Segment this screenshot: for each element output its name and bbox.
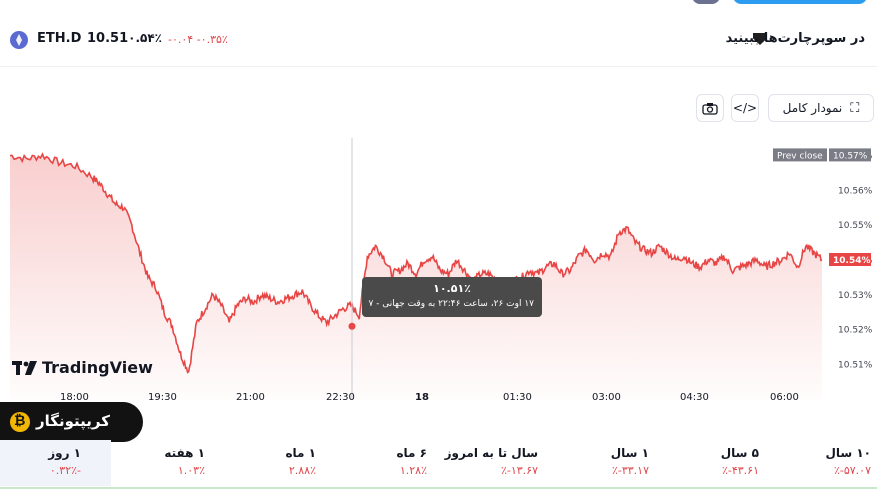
divider	[0, 66, 877, 67]
period-6m[interactable]: ۶ ماه ۱.۲۸٪	[333, 440, 433, 486]
fullscreen-chart-button[interactable]: نمودار کامل ⛶	[768, 94, 874, 122]
period-5y[interactable]: ۵ سال ۴۳.۶۱-٪	[665, 440, 765, 486]
chart-svg[interactable]: 10.57% 10.56% 10.55% 10.54% 10.53% 10.52% 10.5…	[9, 138, 877, 403]
prev-close-value-tag	[829, 148, 871, 162]
period-value: ۱۳.۶۷-٪	[500, 464, 538, 477]
period-performance-bar: ۱۰ سال ۵۷.۰۷-٪ ۵ سال ۴۳.۶۱-٪ ۱ سال ۳۳.۱۷…	[0, 440, 877, 488]
eth-icon	[10, 31, 28, 49]
embed-button[interactable]: </>	[731, 94, 759, 122]
period-label: سال تا به امروز	[444, 446, 538, 460]
badge-text: کریپتونگار	[36, 412, 110, 430]
tooltip-time: ۱۷ اوت ۲۶، ساعت ۲۲:۴۶ به وقت جهانی - ۷	[368, 299, 534, 309]
promo-button[interactable]	[733, 0, 867, 4]
period-1d[interactable]: ۱ روز -۰.۳۲٪	[0, 440, 111, 486]
x-tick-label: 06:00	[770, 392, 799, 400]
tradingview-text: TradingView	[42, 358, 153, 377]
period-1m[interactable]: ۱ ماه ۲.۸۸٪	[222, 440, 322, 486]
prev-close-label: Prev close	[777, 151, 823, 161]
period-label: ۶ ماه	[396, 446, 427, 460]
period-ytd[interactable]: سال تا به امروز ۱۳.۶۷-٪	[444, 440, 544, 486]
symbol-header: ETH.D 10.51۰.۵۴٪ -۰.۰۴ -۰.۳۵٪ در سوپرچار…	[0, 20, 877, 60]
period-1y[interactable]: ۱ سال ۳۳.۱۷-٪	[555, 440, 655, 486]
period-value: ۱.۲۸٪	[399, 464, 427, 477]
price-change: -۰.۰۴ -۰.۳۵٪	[168, 33, 228, 46]
x-tick-label: 01:30	[503, 392, 532, 400]
crosshair-tooltip: ۱۰.۵۱٪ ۱۷ اوت ۲۶، ساعت ۲۲:۴۶ به وقت جهان…	[362, 277, 542, 317]
crosshair-dot	[348, 322, 356, 330]
x-tick-label: 21:00	[236, 392, 265, 400]
bottom-border	[0, 487, 877, 489]
source-badge: کریپتونگار	[0, 402, 143, 442]
top-fragment	[0, 0, 877, 6]
tooltip-value: ۱۰.۵۱٪	[433, 282, 471, 295]
tradingview-mark-icon	[12, 360, 37, 375]
camera-icon	[702, 102, 718, 115]
price-line	[9, 152, 823, 374]
last-value-label: 10.54%	[833, 256, 871, 266]
price-chart[interactable]: 10.57% 10.56% 10.55% 10.54% 10.53% 10.52% 10.5…	[9, 138, 877, 403]
y-tick-label: 10.52%	[838, 326, 873, 336]
period-label: ۱ ماه	[285, 446, 316, 460]
fullscreen-label: نمودار کامل	[782, 101, 843, 115]
price-area	[10, 154, 822, 400]
open-supercharts-link[interactable]: در سوپرچارت‌ها ببینید	[725, 31, 865, 46]
prev-close-tag	[773, 148, 827, 162]
period-label: ۱ روز	[48, 446, 81, 460]
y-tick-label: 10.55%	[838, 221, 873, 231]
x-tick-label: 18	[415, 392, 429, 400]
x-tick-label: 19:30	[148, 392, 177, 400]
current-price: 10.51۰.۵۴٪	[87, 31, 162, 46]
period-value: ۳۳.۱۷-٪	[611, 464, 649, 477]
period-label: ۱ هفته	[164, 446, 205, 460]
y-tick-label: 10.56%	[838, 186, 873, 196]
period-value: ۴۳.۶۱-٪	[721, 464, 759, 477]
period-value: ۱.۰۳٪	[177, 464, 205, 477]
period-value: ۲.۸۸٪	[288, 464, 316, 477]
y-tick-label: 10.53%	[838, 291, 873, 301]
period-label: ۵ سال	[720, 446, 759, 460]
x-tick-label: 04:30	[680, 392, 709, 400]
tradingview-logo: TradingView	[12, 358, 153, 377]
embed-code-icon: </>	[732, 101, 758, 115]
period-1w[interactable]: ۱ هفته ۱.۰۳٪	[111, 440, 211, 486]
symbol-name[interactable]: ETH.D	[37, 31, 82, 46]
last-value-tag	[829, 253, 871, 266]
x-tick-label: 22:30	[326, 392, 355, 400]
avatar[interactable]	[692, 0, 720, 4]
x-tick-label: 18:00	[60, 392, 89, 400]
x-tick-label: 03:00	[592, 392, 621, 400]
period-value: ۵۷.۰۷-٪	[833, 464, 871, 477]
period-10y[interactable]: ۱۰ سال ۵۷.۰۷-٪	[777, 440, 877, 486]
prev-close-value: 10.57%	[833, 151, 868, 161]
bitcoin-icon	[10, 412, 30, 432]
snapshot-button[interactable]	[696, 94, 724, 122]
y-tick-label: 10.51%	[838, 361, 873, 371]
fullscreen-icon: ⛶	[850, 100, 860, 116]
period-label: ۱۰ سال	[825, 446, 871, 460]
period-value: -۰.۳۲٪	[49, 464, 81, 477]
period-label: ۱ سال	[610, 446, 649, 460]
